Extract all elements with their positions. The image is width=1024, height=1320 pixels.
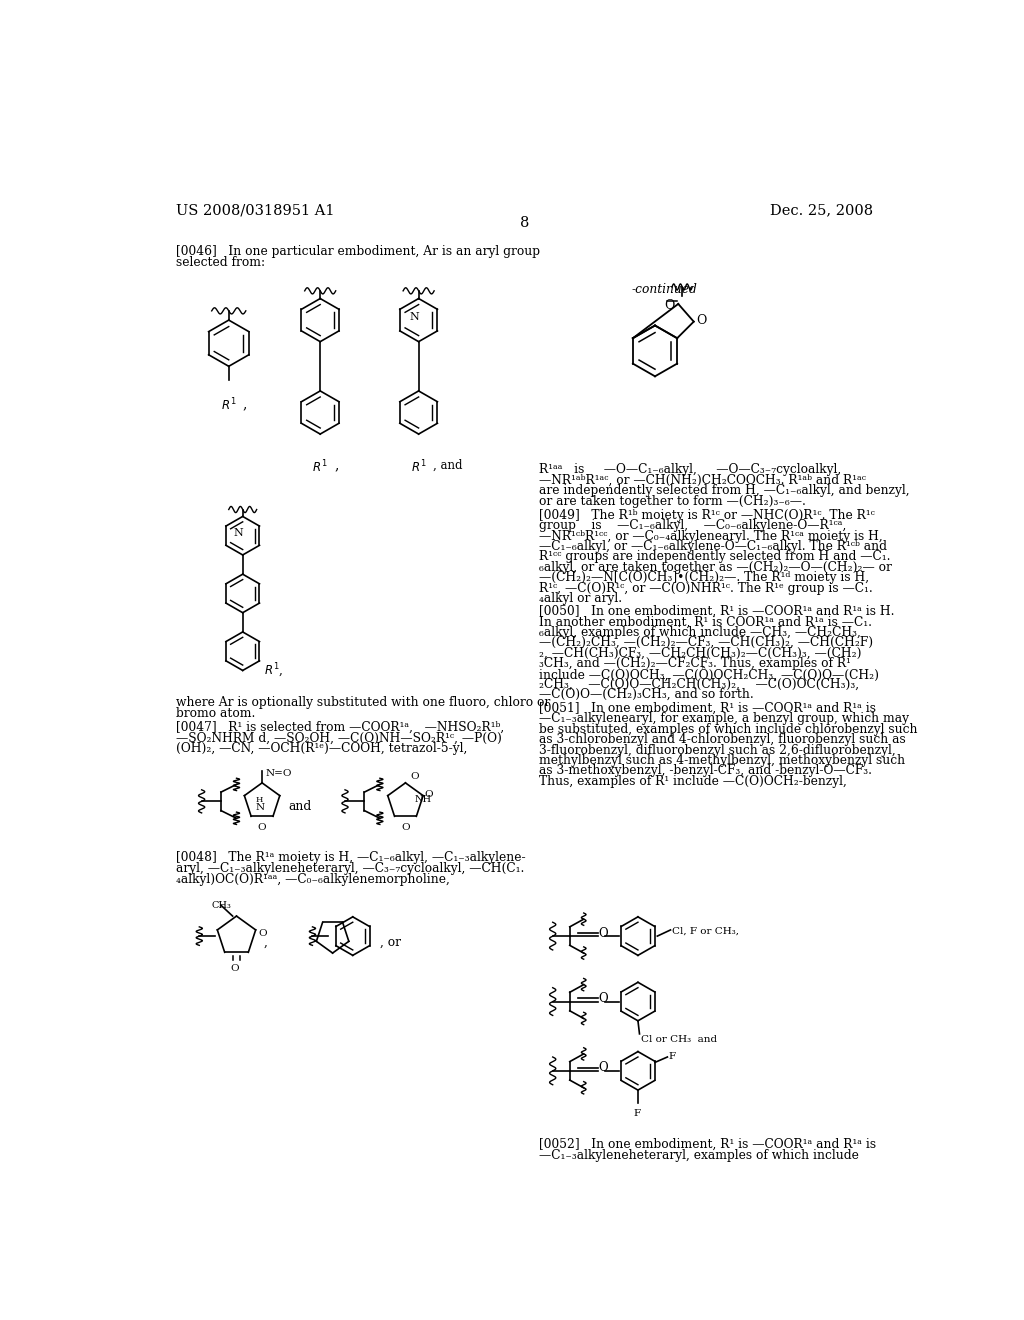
Text: R¹ᶜᶜ groups are independently selected from H and —C₁.: R¹ᶜᶜ groups are independently selected f… — [539, 550, 890, 564]
Text: O: O — [401, 822, 411, 832]
Text: include —C(O)OCH₃, —C(Ô)OCH₂CH₃, —C(O)O—(CH₂): include —C(O)OCH₃, —C(Ô)OCH₂CH₃, —C(O)O—… — [539, 668, 879, 682]
Text: —NR¹ᶜᵇR¹ᶜᶜ, or —C₀₋₄alkylenearyl. The R¹ᶜᵃ moiety is H,: —NR¹ᶜᵇR¹ᶜᶜ, or —C₀₋₄alkylenearyl. The R¹… — [539, 529, 883, 543]
Text: (OH)₂, —CN, —OCH(R¹ᵉ)—COOH, tetrazol-5-yl,: (OH)₂, —CN, —OCH(R¹ᵉ)—COOH, tetrazol-5-y… — [176, 742, 467, 755]
Text: , and: , and — [432, 459, 462, 471]
Text: R¹ᵃᵃ   is     —O—C₁₋₆alkyl,     —O—C₃₋₇cycloalkyl,: R¹ᵃᵃ is —O—C₁₋₆alkyl, —O—C₃₋₇cycloalkyl, — [539, 462, 841, 475]
Text: N=O: N=O — [266, 770, 293, 779]
Text: N: N — [410, 312, 420, 322]
Text: $R^1$: $R^1$ — [411, 459, 426, 475]
Text: —C₁₋₆alkyl, or —C₁₋₆alkylene-O—C₁₋₆alkyl. The R¹ᶜᵇ and: —C₁₋₆alkyl, or —C₁₋₆alkylene-O—C₁₋₆alkyl… — [539, 540, 887, 553]
Text: where Ar is optionally substituted with one fluoro, chloro or: where Ar is optionally substituted with … — [176, 696, 550, 709]
Text: ,: , — [263, 936, 267, 949]
Text: —(CH₂)₂—N[C(O)CH₃]•(CH₂)₂—. The R¹ᵈ moiety is H,: —(CH₂)₂—N[C(O)CH₃]•(CH₂)₂—. The R¹ᵈ moie… — [539, 572, 869, 585]
Text: O: O — [598, 1061, 608, 1074]
Text: O: O — [410, 772, 419, 781]
Text: Thus, examples of R¹ include —C(O)OCH₂-benzyl,: Thus, examples of R¹ include —C(O)OCH₂-b… — [539, 775, 847, 788]
Text: are independently selected from H, —C₁₋₆alkyl, and benzyl,: are independently selected from H, —C₁₋₆… — [539, 484, 909, 498]
Text: be substituted, examples of which include chlorobenzyl such: be substituted, examples of which includ… — [539, 723, 918, 735]
Text: ,: , — [243, 397, 247, 411]
Text: , or: , or — [380, 936, 400, 949]
Text: or are taken together to form —(CH₂)₃₋₆—.: or are taken together to form —(CH₂)₃₋₆—… — [539, 495, 806, 508]
Text: NH: NH — [415, 796, 432, 804]
Text: N: N — [256, 803, 265, 812]
Text: group    is    —C₁₋₆alkyl,    —C₀₋₆alkylene-O—R¹ᶜᵃ,: group is —C₁₋₆alkyl, —C₀₋₆alkylene-O—R¹ᶜ… — [539, 519, 846, 532]
Text: —SO₂NHRM d, —SO₂OH, —C(O)NH—SO₂R¹ᶜ, —P(O): —SO₂NHRM d, —SO₂OH, —C(O)NH—SO₂R¹ᶜ, —P(O… — [176, 731, 502, 744]
Text: $R^1$: $R^1$ — [312, 459, 328, 475]
Text: O: O — [598, 927, 608, 940]
Text: O: O — [230, 964, 240, 973]
Text: [0047]   R¹ is selected from —COOR¹ᵃ,   —NHSO₂R¹ᵇ,: [0047] R¹ is selected from —COOR¹ᵃ, —NHS… — [176, 721, 504, 734]
Text: methylbenzyl such as 4-methylbenzyl, methoxybenzyl such: methylbenzyl such as 4-methylbenzyl, met… — [539, 754, 905, 767]
Text: F: F — [669, 1052, 676, 1061]
Text: ₄alkyl)OC(O)R¹ᵃᵃ, —C₀₋₆alkylenemorpholine,: ₄alkyl)OC(O)R¹ᵃᵃ, —C₀₋₆alkylenemorpholin… — [176, 873, 450, 886]
Text: O: O — [598, 991, 608, 1005]
Text: [0052]   In one embodiment, R¹ is —COOR¹ᵃ and R¹ᵃ is: [0052] In one embodiment, R¹ is —COOR¹ᵃ … — [539, 1138, 876, 1151]
Text: as 3-methoxybenzyl, -benzyl-CF₃, and -benzyl-O—CF₃.: as 3-methoxybenzyl, -benzyl-CF₃, and -be… — [539, 764, 871, 777]
Text: ₆alkyl, or are taken together as —(CH₂)₂—O—(CH₂)₂— or: ₆alkyl, or are taken together as —(CH₂)₂… — [539, 561, 892, 574]
Text: bromo atom.: bromo atom. — [176, 706, 255, 719]
Text: N: N — [233, 528, 244, 537]
Text: US 2008/0318951 A1: US 2008/0318951 A1 — [176, 203, 335, 216]
Text: ₂CH₃,    —C(O)O—CH₂CH(CH₃)₂,    —C(O)OC(CH₃)₃,: ₂CH₃, —C(O)O—CH₂CH(CH₃)₂, —C(O)OC(CH₃)₃, — [539, 677, 859, 690]
Text: O: O — [665, 298, 675, 312]
Text: Cl or CH₃  and: Cl or CH₃ and — [641, 1035, 717, 1044]
Text: —(CH₂)₂CH₃, —(CH₂)₂—CF₃, —CH(CH₃)₂, —CH(CH₂F): —(CH₂)₂CH₃, —(CH₂)₂—CF₃, —CH(CH₃)₂, —CH(… — [539, 636, 872, 649]
Text: ₆alkyl, examples of which include —CH₃, —CH₂CH₃,: ₆alkyl, examples of which include —CH₃, … — [539, 626, 860, 639]
Text: 3-fluorobenzyl, difluorobenzyl such as 2,6-difluorobenzyl,: 3-fluorobenzyl, difluorobenzyl such as 2… — [539, 743, 896, 756]
Text: O: O — [258, 929, 267, 939]
Text: Cl, F or CH₃,: Cl, F or CH₃, — [672, 927, 739, 936]
Text: F: F — [633, 1109, 640, 1118]
Text: $R^1$,: $R^1$, — [264, 663, 284, 680]
Text: ₂, —CH(CH₃)CF₃, —CH₂CH(CH₃)₂—C(CH₃)₃, —(CH₂): ₂, —CH(CH₃)CF₃, —CH₂CH(CH₃)₂—C(CH₃)₃, —(… — [539, 647, 861, 660]
Text: O: O — [258, 822, 266, 832]
Text: 8: 8 — [520, 216, 529, 230]
Text: -continued: -continued — [632, 284, 697, 296]
Text: —NR¹ᵃᵇR¹ᵃᶜ, or —CH(NH₂)CH₂COOCH₃. R¹ᵃᵇ and R¹ᵃᶜ: —NR¹ᵃᵇR¹ᵃᶜ, or —CH(NH₂)CH₂COOCH₃. R¹ᵃᵇ a… — [539, 474, 865, 486]
Text: and: and — [289, 800, 311, 813]
Text: ,: , — [334, 459, 339, 473]
Text: $R^1$: $R^1$ — [221, 397, 237, 413]
Text: [0048]   The R¹ᵃ moiety is H, —C₁₋₆alkyl, —C₁₋₃alkylene-: [0048] The R¹ᵃ moiety is H, —C₁₋₆alkyl, … — [176, 851, 525, 865]
Text: R¹ᶜ, —C(O)R¹ᶜ, or —C(O)NHR¹ᶜ. The R¹ᵉ group is —C₁.: R¹ᶜ, —C(O)R¹ᶜ, or —C(O)NHR¹ᶜ. The R¹ᵉ gr… — [539, 582, 872, 594]
Text: O: O — [696, 314, 707, 326]
Text: H: H — [256, 796, 263, 804]
Text: as 3-chlorobenzyl and 4-chlorobenzyl, fluorobenzyl such as: as 3-chlorobenzyl and 4-chlorobenzyl, fl… — [539, 733, 905, 746]
Text: [0046]   In one particular embodiment, Ar is an aryl group: [0046] In one particular embodiment, Ar … — [176, 246, 540, 259]
Text: CH₃: CH₃ — [212, 900, 231, 909]
Text: —C₁₋₃alkyleneheteraryl, examples of which include: —C₁₋₃alkyleneheteraryl, examples of whic… — [539, 1148, 859, 1162]
Text: —C(O)O—(CH₂)₃CH₃, and so forth.: —C(O)O—(CH₂)₃CH₃, and so forth. — [539, 688, 754, 701]
Text: —C₁₋₃alkylenearyl, for example, a benzyl group, which may: —C₁₋₃alkylenearyl, for example, a benzyl… — [539, 713, 908, 726]
Text: Dec. 25, 2008: Dec. 25, 2008 — [770, 203, 873, 216]
Text: [0051]   In one embodiment, R¹ is —COOR¹ᵃ and R¹ᵃ is: [0051] In one embodiment, R¹ is —COOR¹ᵃ … — [539, 702, 876, 715]
Text: ₃CH₃, and —(CH₂)₂—CF₂CF₃. Thus, examples of R¹: ₃CH₃, and —(CH₂)₂—CF₂CF₃. Thus, examples… — [539, 657, 851, 671]
Text: [0049]   The R¹ᵇ moiety is R¹ᶜ or —NHC(O)R¹ᶜ. The R¹ᶜ: [0049] The R¹ᵇ moiety is R¹ᶜ or —NHC(O)R… — [539, 508, 874, 521]
Text: aryl, —C₁₋₃alkyleneheteraryl, —C₃₋₇cycloalkyl, —CH(C₁.: aryl, —C₁₋₃alkyleneheteraryl, —C₃₋₇cyclo… — [176, 862, 524, 875]
Text: (text continues...): (text continues...) — [539, 1159, 649, 1172]
Text: ₄alkyl or aryl.: ₄alkyl or aryl. — [539, 591, 622, 605]
Text: In another embodiment, R¹ is COOR¹ᵃ and R¹ᵃ is —C₁.: In another embodiment, R¹ is COOR¹ᵃ and … — [539, 615, 871, 628]
Text: selected from:: selected from: — [176, 256, 265, 269]
Text: [0050]   In one embodiment, R¹ is —COOR¹ᵃ and R¹ᵃ is H.: [0050] In one embodiment, R¹ is —COOR¹ᵃ … — [539, 605, 894, 618]
Text: O: O — [425, 789, 433, 799]
